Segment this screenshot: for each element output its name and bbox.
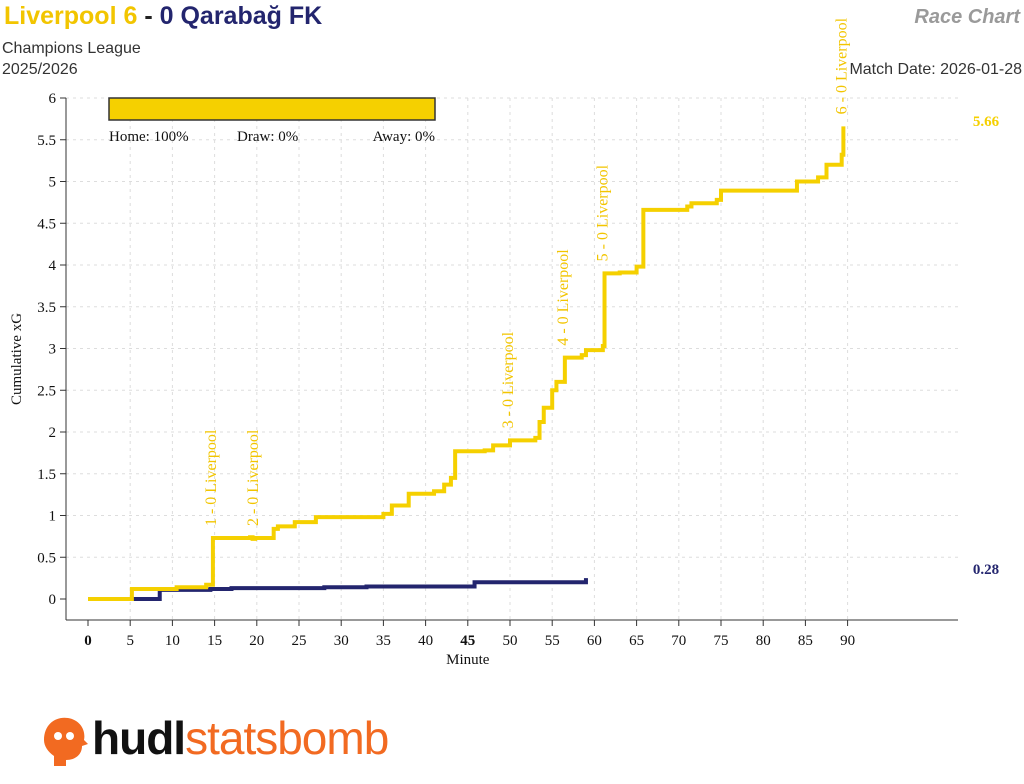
y-tick-label: 2	[49, 425, 57, 441]
x-tick-label: 25	[292, 633, 307, 649]
season-label: 2025/2026	[2, 61, 78, 78]
y-axis-label: Cumulative xG	[9, 313, 25, 405]
competition-name: Champions League	[2, 40, 141, 57]
home-xg-line	[88, 126, 846, 601]
away-score: 0	[159, 2, 174, 30]
chart-type-label: Race Chart	[914, 6, 1020, 28]
home-score: 6	[123, 2, 138, 30]
x-tick-label: 70	[671, 633, 686, 649]
goal-annotations: 1 - 0 Liverpool 2 - 0 Liverpool 3 - 0 Live…	[203, 17, 850, 526]
hudl-statsbomb-logo: hudl statsbomb	[36, 706, 389, 770]
y-tick-label: 1	[49, 509, 57, 525]
goal-annotation: 3 - 0 Liverpool	[500, 331, 517, 428]
away-final-xg: 0.28	[973, 562, 999, 578]
x-tick-label: 60	[587, 633, 602, 649]
home-team-name: Liverpool	[4, 2, 117, 30]
x-tick-label: 75	[714, 633, 729, 649]
score-separator: -	[144, 2, 153, 30]
series-lines	[88, 126, 846, 601]
y-tick-label: 3	[49, 342, 57, 358]
x-tick-label: 90	[840, 633, 855, 649]
x-tick-label: 20	[249, 633, 264, 649]
x-tick-label: 55	[545, 633, 560, 649]
win-probability-frame	[108, 97, 436, 121]
away-team-name: Qarabağ FK	[180, 2, 323, 30]
goal-annotation: 6 - 0 Liverpool	[833, 17, 850, 114]
x-tick-label: 10	[165, 633, 180, 649]
win-probability-home-bar	[109, 98, 435, 120]
goal-annotation: 1 - 0 Liverpool	[203, 429, 220, 526]
x-tick-label: 15	[207, 633, 222, 649]
x-tick-label: 85	[798, 633, 813, 649]
goal-annotation: 4 - 0 Liverpool	[555, 249, 572, 346]
y-tick-label: 1.5	[37, 467, 56, 483]
x-tick-label: 35	[376, 633, 391, 649]
home-probability-label: Home: 100%	[109, 129, 189, 145]
x-axis-label: Minute	[446, 652, 490, 668]
final-xg-labels: 5.66 0.28	[973, 114, 1000, 578]
y-tick-label: 5.5	[37, 133, 56, 149]
x-axis-ticks: 0 5 10 15 20 25 30 35 40 45 50 55 60 65 70 75 80 85 90	[84, 620, 855, 649]
home-final-xg: 5.66	[973, 114, 1000, 130]
draw-probability-label: Draw: 0%	[237, 129, 298, 145]
x-tick-label: 50	[503, 633, 518, 649]
away-probability-label: Away: 0%	[373, 129, 435, 145]
win-probability-panel: Home: 100% Draw: 0% Away: 0%	[108, 97, 436, 145]
y-tick-label: 0.5	[37, 550, 56, 566]
y-tick-label: 2.5	[37, 383, 56, 399]
y-tick-label: 6	[49, 91, 57, 107]
match-title: Liverpool 6 - 0 Qarabağ FK	[4, 2, 322, 31]
x-tick-label: 5	[126, 633, 134, 649]
match-date: Match Date: 2026-01-28	[849, 61, 1022, 78]
y-tick-label: 4	[49, 258, 57, 274]
logo-statsbomb-text: statsbomb	[185, 712, 389, 764]
y-tick-label: 3.5	[37, 300, 56, 316]
x-tick-label: 45	[460, 633, 475, 649]
y-axis-ticks: 0 0.5 1 1.5 2 2.5 3 3.5 4 4.5 5 5.5 6	[37, 91, 66, 608]
y-tick-label: 5	[49, 175, 57, 191]
xg-race-chart: 0 5 10 15 20 25 30 35 40 45 50 55 60 65 70 75 80 85 90 00.…	[9, 17, 1000, 668]
logo-hudl-text: hudl	[92, 712, 186, 764]
goal-annotation: 2 - 0 Liverpool	[245, 429, 262, 526]
statsbomb-head-icon	[44, 717, 88, 766]
x-tick-label: 80	[756, 633, 771, 649]
x-tick-label: 0	[84, 633, 92, 649]
x-tick-label: 30	[334, 633, 349, 649]
y-tick-label: 0	[49, 592, 57, 608]
x-tick-label: 40	[418, 633, 433, 649]
goal-annotation: 5 - 0 Liverpool	[595, 164, 612, 261]
x-tick-label: 65	[629, 633, 644, 649]
y-tick-label: 4.5	[37, 216, 56, 232]
